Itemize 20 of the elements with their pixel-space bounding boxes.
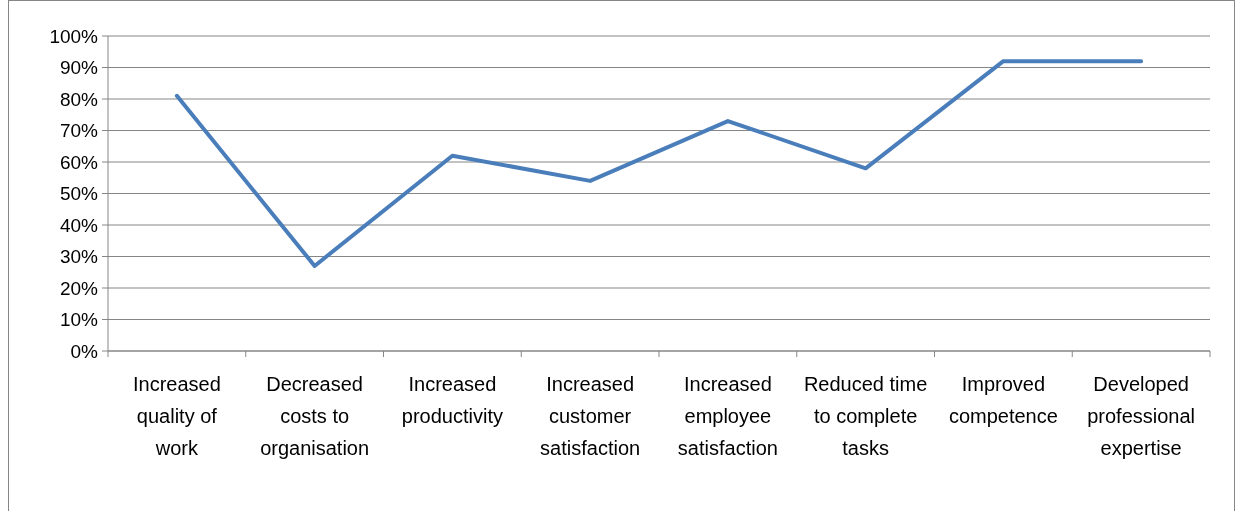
- y-tick-label: 90%: [59, 57, 99, 79]
- y-tick-label: 100%: [49, 25, 99, 47]
- y-tick-label: 50%: [59, 183, 99, 205]
- y-tick-label: 30%: [59, 246, 99, 268]
- y-tick-label: 60%: [59, 151, 99, 173]
- x-tick-label: Increased customer satisfaction: [540, 373, 641, 459]
- x-tick-label: Improved competence: [948, 373, 1058, 427]
- x-tick-label: Reduced time to complete tasks: [803, 373, 928, 459]
- y-tick-label: 70%: [59, 120, 99, 142]
- y-tick-label: 80%: [59, 88, 99, 110]
- x-tick-label: Increased productivity: [401, 373, 503, 427]
- x-tick-label: Increased quality of work: [132, 373, 221, 459]
- y-tick-label: 0%: [70, 340, 99, 362]
- y-tick-label: 20%: [59, 277, 99, 299]
- y-tick-label: 40%: [59, 214, 99, 236]
- x-tick-label: Increased employee satisfaction: [677, 373, 778, 459]
- line-series: [174, 59, 1144, 268]
- x-tick-label: Developed professional expertise: [1087, 373, 1196, 459]
- x-tick-label: Decreased costs to organisation: [260, 373, 370, 459]
- y-tick-label: 10%: [59, 309, 99, 331]
